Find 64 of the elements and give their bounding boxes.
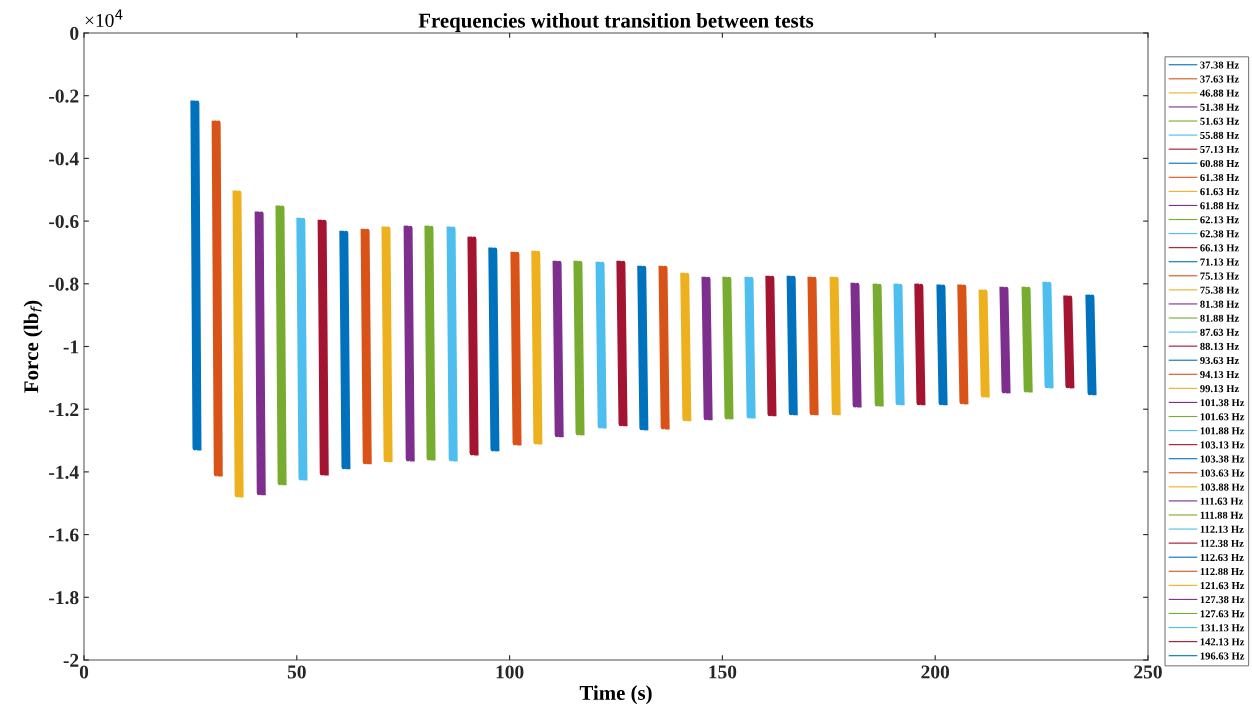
legend-label: 37.38 Hz [1200,61,1239,69]
y-axis-title: Force (lb$_{f}$) [23,300,43,393]
legend-label: 112.63 Hz [1200,553,1244,562]
legend-label: 111.63 Hz [1200,497,1244,505]
legend-label: 112.38 Hz [1200,539,1244,547]
y-tick-label: -1 [63,340,79,354]
legend-label: 103.63 Hz [1200,469,1245,477]
legend-label: 57.13 Hz [1200,145,1239,154]
legend-label: 51.63 Hz [1200,117,1239,125]
legend-label: 61.88 Hz [1200,202,1239,210]
legend-label: 87.63 Hz [1200,328,1239,336]
legend-label: 142.13 Hz [1200,638,1245,646]
legend-label: 103.88 Hz [1200,483,1245,491]
legend-label: 103.13 Hz [1200,441,1245,449]
legend-label: 62.38 Hz [1200,230,1239,238]
x-tick-label: 100 [496,665,524,679]
y-tick-label: -1.6 [49,528,79,542]
legend-label: 75.38 Hz [1200,286,1239,294]
legend-label: 46.88 Hz [1200,89,1239,97]
legend-label: 111.88 Hz [1200,511,1244,519]
legend-label: 51.38 Hz [1200,103,1239,111]
text: ×10$^{4}$ [85,9,123,28]
y-tick-label: -0.2 [49,89,79,103]
legend-label: 101.38 Hz [1200,399,1245,407]
legend-label: 127.63 Hz [1200,610,1245,618]
legend-label: 81.88 Hz [1200,314,1239,322]
legend-label: 121.63 Hz [1200,582,1245,590]
y-tick-label: 0 [70,26,79,40]
x-tick-label: 0 [79,665,89,679]
legend-label: 61.63 Hz [1200,188,1239,196]
legend-label: 112.88 Hz [1200,567,1244,576]
chart-title: Frequencies without transition between tests [418,12,814,32]
x-tick-label: 50 [287,665,306,679]
y-tick-label: -1.4 [49,465,79,479]
x-tick-label: 250 [1134,665,1162,679]
y-tick-label: -1.2 [49,403,79,417]
legend-label: 93.63 Hz [1200,356,1239,365]
legend-label: 103.38 Hz [1200,455,1245,463]
y-tick-label: -1.8 [49,591,79,605]
legend-label: 196.63 Hz [1200,652,1245,660]
legend-label: 81.38 Hz [1200,300,1239,308]
legend-label: 88.13 Hz [1200,342,1239,350]
legend-label: 71.13 Hz [1200,258,1239,266]
legend-label: 101.63 Hz [1200,413,1245,421]
legend-label: 101.88 Hz [1200,427,1245,435]
legend-label: 94.13 Hz [1200,370,1239,379]
x-axis-title: Time (s) [579,685,652,705]
legend-label: 60.88 Hz [1200,159,1239,168]
x-tick-label: 200 [921,665,950,679]
y-tick-label: -2 [63,653,79,667]
legend-label: 61.38 Hz [1200,173,1239,182]
legend-label: 62.13 Hz [1200,216,1239,224]
y-tick-label: -0.6 [49,214,79,229]
legend-label: 75.13 Hz [1200,272,1239,280]
legend-label: 127.38 Hz [1200,596,1245,604]
y-tick-label: -0.8 [49,277,79,291]
y-tick-label: -0.4 [49,152,79,166]
legend-label: 112.13 Hz [1200,525,1244,533]
legend-label: 37.63 Hz [1200,75,1239,83]
legend-label: 99.13 Hz [1200,385,1239,393]
legend-label: 55.88 Hz [1200,131,1239,139]
x-tick-label: 150 [709,665,737,679]
legend-label: 131.13 Hz [1200,624,1245,632]
legend-label: 66.13 Hz [1200,244,1239,252]
